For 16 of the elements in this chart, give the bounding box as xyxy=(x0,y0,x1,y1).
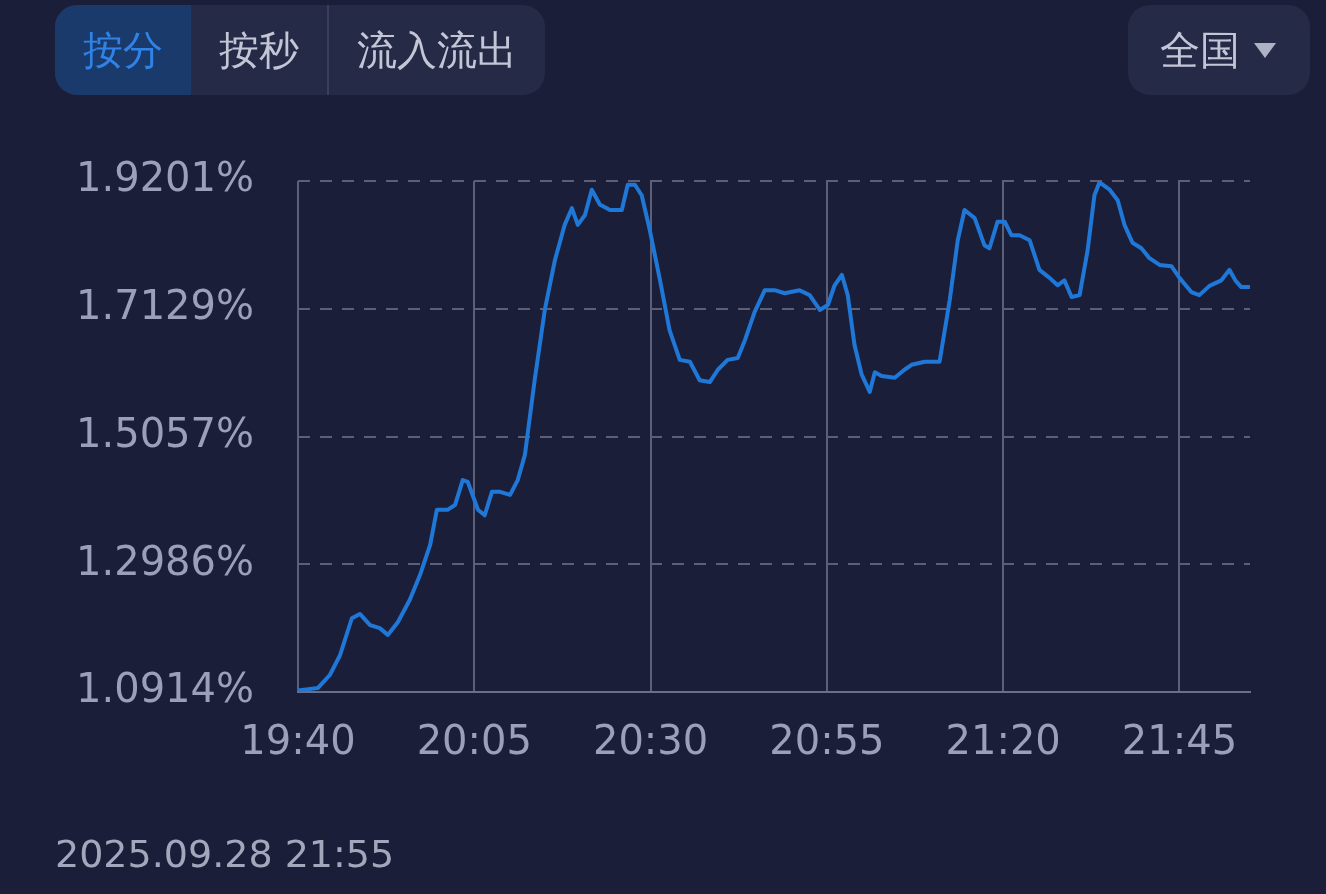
x-tick-label: 20:30 xyxy=(592,717,709,764)
y-tick-label: 1.9201% xyxy=(76,154,254,201)
y-tick-label: 1.7129% xyxy=(76,282,254,329)
text: 2025.09.28 21:55 xyxy=(55,832,395,876)
text: 流入流出 xyxy=(327,5,545,95)
y-tick-label: 1.0914% xyxy=(76,665,254,712)
y-tick-label: 1.2986% xyxy=(76,537,254,584)
x-tick-label: 20:55 xyxy=(769,717,885,764)
x-tick-label: 21:20 xyxy=(945,717,1061,764)
text: 按秒 xyxy=(218,25,300,75)
x-tick-label: 19:40 xyxy=(240,717,356,764)
text: 按分 xyxy=(55,5,191,95)
text: 全国 xyxy=(1160,25,1240,75)
x-tick-label: 20:05 xyxy=(416,717,532,764)
x-tick-label: 21:45 xyxy=(1121,717,1238,764)
y-tick-label: 1.5057% xyxy=(76,409,254,456)
